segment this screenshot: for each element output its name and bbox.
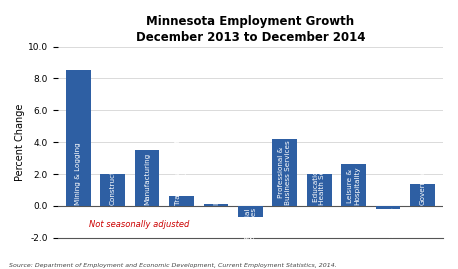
Text: Educational &
Health Services: Educational & Health Services: [313, 148, 325, 205]
Bar: [66, 70, 91, 206]
Text: Professional &
Business Services: Professional & Business Services: [278, 140, 291, 205]
Text: Financial
Activities: Financial Activities: [244, 207, 256, 240]
Text: Mining & Logging: Mining & Logging: [75, 142, 81, 205]
Title: Minnesota Employment Growth
December 2013 to December 2014: Minnesota Employment Growth December 201…: [136, 15, 365, 44]
Text: Government: Government: [420, 160, 425, 205]
Bar: [100, 174, 125, 206]
Bar: [135, 150, 159, 206]
Text: Trade, Transportation
& Utilities: Trade, Transportation & Utilities: [175, 129, 188, 205]
Text: Not seasonally adjusted: Not seasonally adjusted: [88, 220, 189, 229]
Bar: [273, 139, 297, 206]
Bar: [307, 174, 332, 206]
Text: Other
Services: Other Services: [382, 207, 394, 237]
Text: Source: Department of Employment and Economic Development, Current Employment St: Source: Department of Employment and Eco…: [9, 263, 337, 268]
Y-axis label: Percent Change: Percent Change: [15, 104, 25, 181]
Text: Leisure &
Hospitality: Leisure & Hospitality: [347, 167, 360, 205]
Bar: [341, 164, 366, 206]
Text: Manufacturing: Manufacturing: [144, 153, 150, 205]
Bar: [410, 183, 435, 206]
Text: Information: Information: [213, 164, 219, 205]
Bar: [376, 206, 400, 209]
Text: Construction: Construction: [109, 159, 116, 205]
Bar: [203, 204, 228, 206]
Bar: [238, 206, 263, 217]
Bar: [169, 196, 194, 206]
